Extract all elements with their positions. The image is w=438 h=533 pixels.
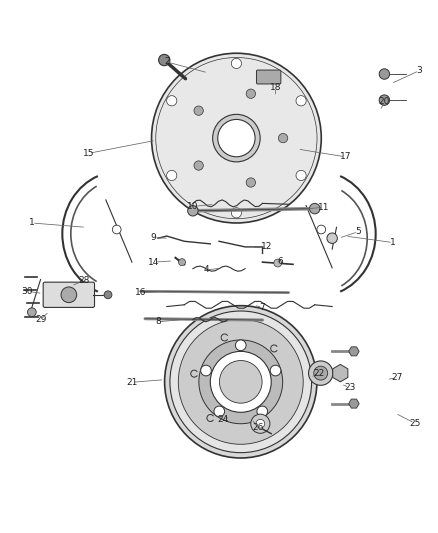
Circle shape — [178, 319, 303, 445]
Text: 29: 29 — [35, 315, 46, 324]
Circle shape — [28, 308, 36, 317]
Text: 12: 12 — [261, 243, 272, 252]
Text: 5: 5 — [355, 227, 361, 236]
Text: 9: 9 — [151, 233, 157, 243]
Circle shape — [270, 365, 281, 376]
Text: 18: 18 — [270, 83, 281, 92]
Text: 28: 28 — [78, 276, 90, 285]
Text: 7: 7 — [260, 303, 265, 312]
Circle shape — [159, 54, 170, 66]
Circle shape — [308, 361, 333, 385]
Text: 14: 14 — [148, 257, 159, 266]
Text: 2: 2 — [164, 58, 170, 67]
Circle shape — [296, 171, 306, 181]
Text: 20: 20 — [379, 98, 390, 107]
Circle shape — [257, 406, 268, 417]
Circle shape — [310, 204, 320, 214]
Circle shape — [231, 208, 241, 218]
Circle shape — [194, 106, 203, 115]
Text: 15: 15 — [83, 149, 94, 158]
Text: 6: 6 — [277, 257, 283, 266]
Circle shape — [314, 366, 328, 380]
Circle shape — [166, 96, 177, 106]
Circle shape — [274, 259, 282, 267]
FancyBboxPatch shape — [257, 70, 281, 84]
Text: 3: 3 — [417, 66, 422, 75]
Text: 4: 4 — [203, 265, 209, 274]
Text: 8: 8 — [155, 317, 161, 326]
Circle shape — [199, 340, 283, 424]
Circle shape — [187, 206, 198, 216]
Text: 11: 11 — [318, 203, 329, 212]
Circle shape — [219, 360, 262, 403]
Text: 23: 23 — [344, 383, 355, 392]
Circle shape — [218, 119, 255, 157]
Text: 21: 21 — [126, 378, 138, 387]
FancyBboxPatch shape — [43, 282, 95, 308]
Text: 1: 1 — [390, 238, 396, 247]
Circle shape — [236, 340, 246, 351]
Text: 26: 26 — [252, 423, 264, 432]
Circle shape — [251, 414, 270, 433]
Text: 25: 25 — [409, 419, 420, 427]
Circle shape — [212, 115, 260, 162]
Circle shape — [152, 53, 321, 223]
Circle shape — [113, 225, 121, 234]
Circle shape — [246, 89, 255, 99]
Circle shape — [231, 58, 241, 69]
Circle shape — [296, 96, 306, 106]
Circle shape — [165, 305, 317, 458]
Text: 30: 30 — [22, 287, 33, 296]
Circle shape — [61, 287, 77, 303]
Circle shape — [179, 259, 185, 265]
Text: 16: 16 — [135, 288, 146, 297]
Text: 17: 17 — [339, 152, 351, 161]
Circle shape — [210, 351, 271, 413]
Polygon shape — [333, 365, 348, 382]
Polygon shape — [349, 399, 359, 408]
Circle shape — [317, 225, 325, 234]
Text: 24: 24 — [218, 415, 229, 424]
Circle shape — [379, 95, 390, 106]
Circle shape — [201, 365, 211, 376]
Text: 27: 27 — [392, 373, 403, 382]
Circle shape — [327, 233, 337, 244]
Circle shape — [166, 171, 177, 181]
Circle shape — [170, 311, 311, 453]
Text: 10: 10 — [187, 202, 199, 211]
Circle shape — [379, 69, 390, 79]
Circle shape — [279, 133, 288, 143]
Circle shape — [256, 419, 265, 428]
Circle shape — [194, 161, 203, 170]
Text: 22: 22 — [314, 369, 325, 377]
Polygon shape — [349, 347, 359, 356]
Circle shape — [214, 406, 225, 417]
Circle shape — [104, 291, 112, 298]
Text: 1: 1 — [29, 219, 35, 228]
Circle shape — [246, 178, 255, 187]
